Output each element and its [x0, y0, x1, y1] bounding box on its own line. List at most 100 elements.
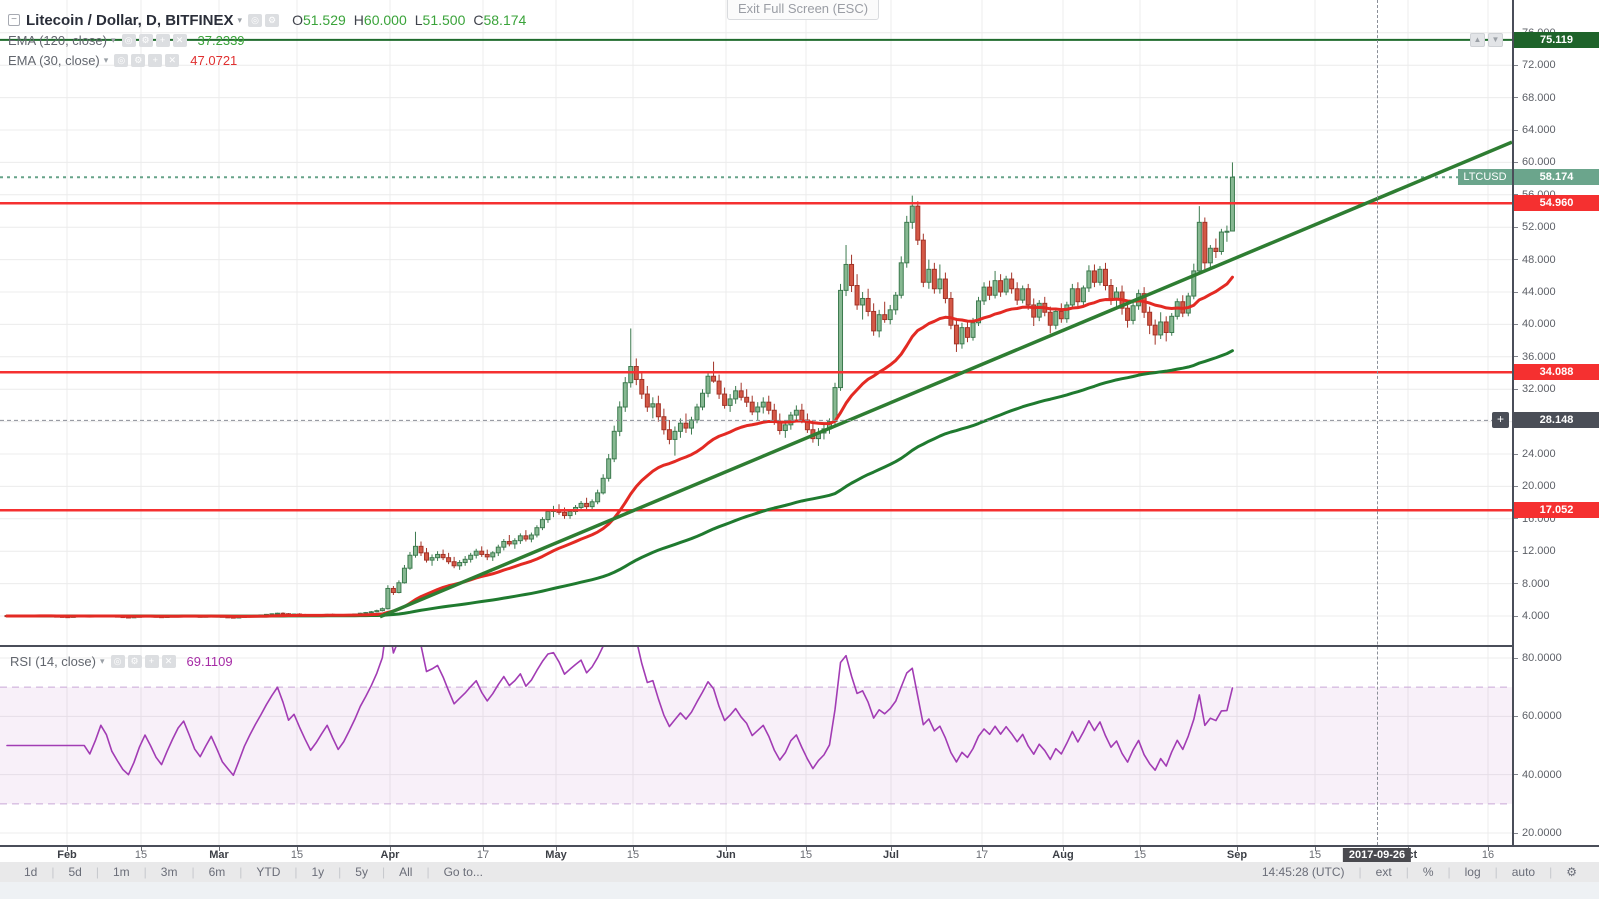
price-tick-label: 4.000 [1514, 609, 1599, 623]
ohlc-values: O51.529 H60.000 L51.500 C58.174 [292, 12, 527, 28]
time-tick-label: Apr [380, 849, 400, 861]
close-icon[interactable]: ✕ [161, 654, 176, 668]
toolbar-separator: | [95, 865, 99, 879]
range-button-all[interactable]: All [399, 865, 413, 879]
rsi-tick-label: 40.0000 [1514, 768, 1599, 782]
time-axis[interactable]: Feb 15 Mar 15 Apr 17 May 15 Jun 15 Jul 17 Aug 15 Sep 15… [0, 845, 1599, 863]
gear-icon[interactable]: ⚙ [127, 654, 142, 668]
range-button-1d[interactable]: 1d [24, 865, 38, 879]
ema30-row: EMA (30, close) ▾ ◎ ⚙ + ✕ 47.0721 [8, 50, 534, 70]
ema120-row: EMA (120, close) ▾ ◎ ⚙ + ✕ 37.2339 [8, 30, 534, 50]
ema30-value: 47.0721 [190, 52, 238, 68]
chevron-down-icon[interactable]: ▾ [103, 54, 109, 65]
toolbar-separator: | [239, 865, 243, 879]
time-tick [806, 847, 807, 851]
toolbar-separator: | [294, 865, 298, 879]
range-button-5y[interactable]: 5y [355, 865, 368, 879]
range-button-goto[interactable]: Go to... [443, 865, 483, 879]
toolbar-separator: | [1447, 865, 1451, 879]
scale-button-log[interactable]: log [1464, 865, 1481, 879]
crosshair-add-alert-button[interactable]: + [1492, 412, 1509, 429]
symbol-title[interactable]: Litecoin / Dollar, D, BITFINEX [26, 11, 234, 29]
eye-icon[interactable]: ◎ [248, 13, 263, 27]
range-button-1y[interactable]: 1y [311, 865, 325, 879]
gear-icon[interactable]: ⚙ [131, 53, 146, 67]
gear-icon[interactable]: ⚙ [1566, 865, 1577, 879]
toolbar-separator: | [426, 865, 430, 879]
range-button-ytd[interactable]: YTD [256, 865, 281, 879]
rsi-tick-label: 20.0000 [1514, 826, 1599, 840]
ema30-label: EMA (30, close) [8, 52, 100, 68]
price-tick-label: 68.000 [1514, 91, 1599, 105]
eye-icon[interactable]: ◎ [121, 33, 136, 47]
add-icon[interactable]: + [144, 654, 159, 668]
add-icon[interactable]: + [155, 33, 170, 47]
time-tick-label: 17 [975, 849, 989, 861]
level-up-button[interactable]: ▲ [1470, 33, 1485, 47]
collapse-icon[interactable]: − [8, 14, 20, 26]
chevron-down-icon[interactable]: ▾ [111, 34, 116, 45]
rsi-tick-label: 60.0000 [1514, 709, 1599, 723]
scale-button-auto[interactable]: auto [1511, 865, 1536, 879]
time-tick-label: Mar [209, 849, 229, 861]
time-tick-label: 15 [626, 849, 640, 861]
time-tick [982, 847, 983, 851]
price-tick-label: 48.000 [1514, 253, 1599, 267]
time-tick [556, 847, 557, 851]
close-icon[interactable]: ✕ [172, 33, 187, 47]
toolbar-separator: | [191, 865, 195, 879]
scale-button-[interactable]: % [1422, 865, 1434, 879]
level-price-chip: 17.052 [1514, 502, 1599, 519]
symbol-row: − Litecoin / Dollar, D, BITFINEX ▾ ◎ ⚙ O… [8, 10, 534, 30]
price-chart-pane[interactable]: − Litecoin / Dollar, D, BITFINEX ▾ ◎ ⚙ O… [0, 0, 1512, 645]
price-tick-label: 64.000 [1514, 123, 1599, 137]
toolbar-separator: | [1358, 865, 1362, 879]
range-button-5d[interactable]: 5d [68, 865, 82, 879]
gear-icon[interactable]: ⚙ [265, 13, 280, 27]
rsi-value: 69.1109 [186, 653, 233, 669]
add-icon[interactable]: + [148, 53, 163, 67]
scale-button-ext[interactable]: ext [1375, 865, 1392, 879]
time-tick [141, 847, 142, 851]
time-tick [633, 847, 634, 851]
crosshair-date-chip: 2017-09-26 [1342, 848, 1412, 863]
rsi-label: RSI (14, close) [10, 653, 96, 669]
bottom-toolbar: 1d | 5d | 1m | 3m | 6m | YTD | 1y | 5y | All | Go to... 14… [0, 862, 1599, 882]
price-chart-canvas [0, 0, 1512, 645]
symbol-price-chip: LTCUSD [1458, 169, 1512, 186]
ema120-value: 37.2339 [197, 32, 245, 48]
range-button-6m[interactable]: 6m [208, 865, 226, 879]
rsi-pane[interactable]: RSI (14, close) ▾ ◎ ⚙ + ✕ 69.1109 [0, 647, 1512, 845]
time-tick [891, 847, 892, 851]
range-button-3m[interactable]: 3m [160, 865, 178, 879]
price-tick-label: 20.000 [1514, 479, 1599, 493]
level-price-chip: 34.088 [1514, 364, 1599, 381]
time-tick-label: Sep [1226, 849, 1248, 861]
price-tick-label: 24.000 [1514, 447, 1599, 461]
ema120-label: EMA (120, close) [8, 32, 107, 48]
status-strip [0, 882, 1599, 899]
eye-icon[interactable]: ◎ [110, 654, 125, 668]
gear-icon[interactable]: ⚙ [138, 33, 153, 47]
range-button-1m[interactable]: 1m [112, 865, 130, 879]
time-tick-label: 16 [1481, 849, 1495, 861]
time-tick [219, 847, 220, 851]
price-axis[interactable]: 4.0008.00012.00016.00020.00024.00028.000… [1512, 0, 1599, 845]
eye-icon[interactable]: ◎ [114, 53, 129, 67]
time-tick-label: Jun [716, 849, 736, 861]
chevron-down-icon[interactable]: ▾ [237, 14, 243, 25]
toolbar-separator: | [1549, 865, 1553, 879]
close-icon[interactable]: ✕ [165, 53, 180, 67]
level-price-chip: 54.960 [1514, 195, 1599, 212]
level-down-button[interactable]: ▼ [1488, 33, 1503, 47]
toolbar-separator: | [338, 865, 342, 879]
pane-divider[interactable] [0, 645, 1599, 647]
rsi-tick-label: 80.0000 [1514, 651, 1599, 665]
price-tick-label: 60.000 [1514, 155, 1599, 169]
toolbar-separator: | [51, 865, 55, 879]
toolbar-separator: | [381, 865, 386, 879]
time-tick [726, 847, 727, 851]
chevron-down-icon[interactable]: ▾ [99, 655, 105, 666]
clock-utc-label[interactable]: 14:45:28 (UTC) [1261, 865, 1345, 879]
